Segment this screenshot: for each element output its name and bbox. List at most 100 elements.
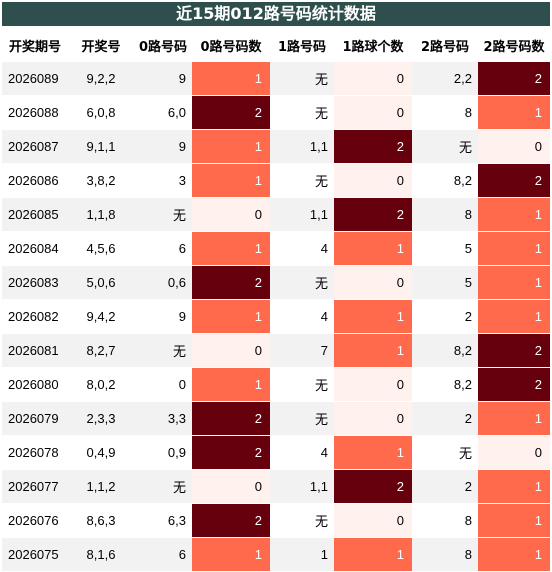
cell-route2-numbers: 8,2: [412, 333, 478, 368]
cell-route2-count: 1: [478, 265, 550, 300]
cell-route2-numbers: 无: [412, 435, 478, 470]
cell-route2-numbers: 8: [412, 95, 478, 130]
cell-route1-numbers: 无: [270, 62, 334, 96]
cell-draw: 1,1,2: [68, 469, 134, 504]
table-row: 2026082 9,4,2 9 1 4 1 2 1: [2, 299, 550, 334]
cell-route2-numbers: 8,2: [412, 367, 478, 402]
cell-route2-count: 2: [478, 333, 550, 368]
cell-route0-count: 0: [192, 197, 270, 232]
cell-route2-count: 1: [478, 537, 550, 572]
table-title: 近15期012路号码统计数据: [2, 2, 550, 26]
cell-route1-numbers: 1,1: [270, 469, 334, 504]
cell-route0-numbers: 6: [134, 537, 192, 572]
cell-route2-numbers: 2,2: [412, 62, 478, 96]
table-row: 2026086 3,8,2 3 1 无 0 8,2 2: [2, 163, 550, 198]
cell-route2-count: 1: [478, 503, 550, 538]
cell-draw: 8,1,6: [68, 537, 134, 572]
cell-route1-count: 1: [334, 435, 412, 470]
cell-route1-count: 0: [334, 95, 412, 130]
cell-issue: 2026087: [2, 129, 68, 164]
cell-route0-count: 1: [192, 537, 270, 572]
cell-issue: 2026077: [2, 469, 68, 504]
cell-issue: 2026082: [2, 299, 68, 334]
cell-route1-numbers: 无: [270, 265, 334, 300]
cell-draw: 6,0,8: [68, 95, 134, 130]
cell-route0-count: 2: [192, 265, 270, 300]
cell-route2-count: 0: [478, 435, 550, 470]
cell-draw: 0,4,9: [68, 435, 134, 470]
table-row: 2026081 8,2,7 无 0 7 1 8,2 2: [2, 333, 550, 368]
table-row: 2026085 1,1,8 无 0 1,1 2 8 1: [2, 197, 550, 232]
cell-route1-count: 2: [334, 129, 412, 164]
cell-route2-count: 2: [478, 367, 550, 402]
cell-draw: 9,2,2: [68, 62, 134, 96]
cell-route2-numbers: 8: [412, 503, 478, 538]
cell-route1-count: 2: [334, 197, 412, 232]
cell-route2-numbers: 8,2: [412, 163, 478, 198]
cell-route0-numbers: 无: [134, 333, 192, 368]
cell-route2-numbers: 8: [412, 537, 478, 572]
cell-route2-numbers: 5: [412, 231, 478, 266]
cell-route2-count: 0: [478, 129, 550, 164]
table-row: 2026077 1,1,2 无 0 1,1 2 2 1: [2, 469, 550, 504]
cell-draw: 4,5,6: [68, 231, 134, 266]
cell-route1-numbers: 无: [270, 163, 334, 198]
cell-route2-numbers: 8: [412, 197, 478, 232]
cell-route1-count: 0: [334, 367, 412, 402]
cell-draw: 3,8,2: [68, 163, 134, 198]
cell-route1-numbers: 7: [270, 333, 334, 368]
cell-route2-count: 1: [478, 469, 550, 504]
cell-route0-numbers: 0,6: [134, 265, 192, 300]
cell-draw: 9,4,2: [68, 299, 134, 334]
cell-route1-numbers: 1,1: [270, 197, 334, 232]
cell-route0-count: 2: [192, 401, 270, 436]
table-row: 2026078 0,4,9 0,9 2 4 1 无 0: [2, 435, 550, 470]
cell-route2-count: 2: [478, 163, 550, 198]
cell-draw: 8,0,2: [68, 367, 134, 402]
col-header-route0-count: 0路号码数: [192, 28, 270, 62]
cell-route2-numbers: 2: [412, 469, 478, 504]
cell-route1-count: 0: [334, 265, 412, 300]
cell-issue: 2026079: [2, 401, 68, 436]
cell-route0-numbers: 6: [134, 231, 192, 266]
cell-issue: 2026083: [2, 265, 68, 300]
cell-draw: 8,6,3: [68, 503, 134, 538]
table-row: 2026079 2,3,3 3,3 2 无 0 2 1: [2, 401, 550, 436]
cell-route2-numbers: 2: [412, 401, 478, 436]
cell-issue: 2026078: [2, 435, 68, 470]
cell-route1-numbers: 4: [270, 299, 334, 334]
col-header-route0-numbers: 0路号码: [134, 28, 192, 62]
cell-route0-numbers: 9: [134, 299, 192, 334]
cell-draw: 5,0,6: [68, 265, 134, 300]
table-row: 2026076 8,6,3 6,3 2 无 0 8 1: [2, 503, 550, 538]
header-row: 开奖期号 开奖号 0路号码 0路号码数 1路号码 1路球个数 2路号码 2路号码…: [2, 28, 550, 62]
cell-route0-count: 2: [192, 95, 270, 130]
cell-draw: 8,2,7: [68, 333, 134, 368]
col-header-route2-count: 2路号码数: [478, 28, 550, 62]
cell-route0-numbers: 6,0: [134, 95, 192, 130]
cell-route2-numbers: 2: [412, 299, 478, 334]
cell-route0-numbers: 9: [134, 62, 192, 96]
cell-route1-count: 2: [334, 469, 412, 504]
cell-route1-count: 0: [334, 62, 412, 96]
cell-route1-numbers: 4: [270, 231, 334, 266]
table-row: 2026075 8,1,6 6 1 1 1 8 1: [2, 537, 550, 572]
cell-route2-count: 1: [478, 401, 550, 436]
cell-route1-count: 0: [334, 163, 412, 198]
cell-route0-numbers: 6,3: [134, 503, 192, 538]
cell-route0-count: 2: [192, 503, 270, 538]
cell-draw: 2,3,3: [68, 401, 134, 436]
cell-route1-count: 0: [334, 401, 412, 436]
cell-route2-count: 1: [478, 299, 550, 334]
cell-issue: 2026084: [2, 231, 68, 266]
col-header-issue: 开奖期号: [2, 28, 68, 62]
cell-route0-count: 1: [192, 163, 270, 198]
cell-route2-numbers: 5: [412, 265, 478, 300]
table-row: 2026080 8,0,2 0 1 无 0 8,2 2: [2, 367, 550, 402]
cell-route0-numbers: 0: [134, 367, 192, 402]
cell-route2-count: 2: [478, 62, 550, 96]
col-header-draw: 开奖号: [68, 28, 134, 62]
cell-route0-numbers: 3: [134, 163, 192, 198]
cell-route2-count: 1: [478, 95, 550, 130]
